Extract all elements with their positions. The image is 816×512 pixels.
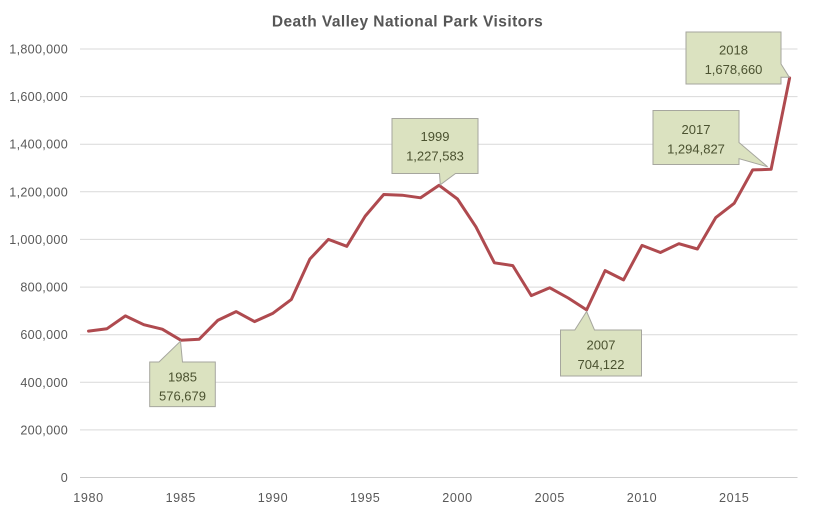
- svg-text:1990: 1990: [258, 491, 288, 505]
- svg-text:1985: 1985: [168, 370, 197, 385]
- svg-text:1995: 1995: [350, 491, 380, 505]
- svg-text:576,679: 576,679: [159, 389, 206, 404]
- svg-text:1999: 1999: [421, 129, 450, 144]
- svg-text:2007: 2007: [587, 338, 616, 353]
- svg-text:800,000: 800,000: [20, 281, 68, 295]
- svg-text:600,000: 600,000: [20, 328, 68, 342]
- svg-text:2018: 2018: [719, 43, 748, 58]
- svg-text:400,000: 400,000: [20, 376, 68, 390]
- svg-text:1,200,000: 1,200,000: [9, 185, 68, 199]
- svg-text:1,800,000: 1,800,000: [9, 43, 68, 57]
- svg-text:1,227,583: 1,227,583: [406, 148, 464, 163]
- svg-text:2000: 2000: [442, 491, 472, 505]
- svg-text:1980: 1980: [73, 491, 103, 505]
- svg-text:Death Valley National Park Vis: Death Valley National Park Visitors: [272, 14, 543, 31]
- svg-text:1,400,000: 1,400,000: [9, 138, 68, 152]
- svg-text:2005: 2005: [535, 491, 565, 505]
- svg-text:2017: 2017: [682, 122, 711, 137]
- svg-text:1,600,000: 1,600,000: [9, 90, 68, 104]
- svg-text:1,000,000: 1,000,000: [9, 233, 68, 247]
- svg-text:2010: 2010: [627, 491, 657, 505]
- svg-text:1985: 1985: [166, 491, 196, 505]
- svg-text:0: 0: [61, 471, 68, 485]
- svg-text:2015: 2015: [719, 491, 749, 505]
- svg-text:1,678,660: 1,678,660: [705, 62, 763, 77]
- svg-text:1,294,827: 1,294,827: [667, 141, 725, 156]
- svg-text:704,122: 704,122: [578, 357, 625, 372]
- svg-text:200,000: 200,000: [20, 423, 68, 437]
